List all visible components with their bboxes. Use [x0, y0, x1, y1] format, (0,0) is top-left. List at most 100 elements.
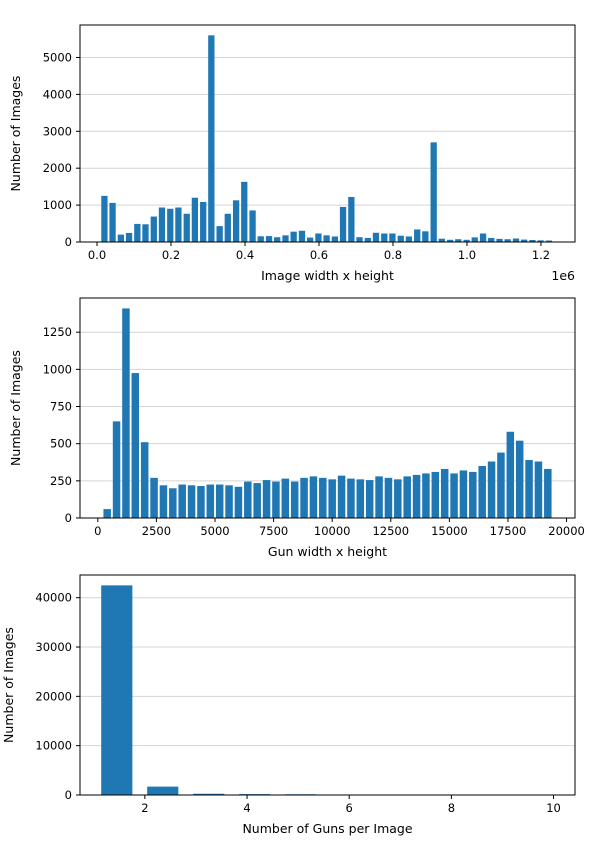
histogram-bar	[412, 474, 421, 518]
histogram-bar	[534, 461, 543, 518]
histogram-bar	[103, 509, 111, 518]
histogram-bar	[208, 35, 215, 242]
histogram-bar	[375, 476, 383, 518]
y-tick-label: 0	[65, 235, 72, 249]
histogram-bar	[488, 237, 495, 242]
y-tick-label: 0	[65, 788, 72, 802]
histogram-bar	[328, 479, 336, 518]
y-tick-label: 2000	[43, 161, 72, 175]
histogram-bar	[309, 476, 318, 518]
histogram-bar	[216, 226, 223, 242]
histogram-bar	[290, 231, 297, 242]
histogram-bar	[471, 237, 478, 242]
histogram-bar	[109, 202, 116, 242]
guns-per-image-histogram: 2 4 6 8 10 0 10000 20000 30000 40000 Number of Gun…	[1, 574, 576, 836]
histogram-bar	[193, 793, 225, 795]
y-tick-label: 3000	[43, 124, 72, 138]
histogram-bar	[331, 236, 339, 242]
x-tick-label: 1.2	[532, 248, 550, 262]
histogram-bar	[337, 475, 346, 518]
histogram-bar	[175, 207, 182, 242]
histogram-bar	[225, 485, 233, 518]
histogram-bar	[397, 235, 404, 242]
histogram-bar	[478, 465, 486, 518]
x-tick-label: 7500	[259, 524, 288, 538]
x-tick-label: 17500	[490, 524, 527, 538]
histogram-bar	[520, 239, 528, 242]
image-size-histogram: 0.0 0.2 0.4 0.6 0.8 1.0 1.2 0 1000 2000 3000 4000 50…	[8, 24, 576, 283]
histogram-bar	[394, 479, 402, 518]
histogram-bar	[450, 473, 458, 518]
x-tick-label: 1.0	[458, 248, 476, 262]
x-tick-label: 0.0	[88, 248, 106, 262]
x-tick-label: 6	[346, 801, 353, 815]
histogram-bar	[438, 238, 445, 242]
histogram-bar	[200, 201, 207, 242]
histogram-bar	[215, 484, 224, 518]
y-tick-label: 500	[50, 437, 72, 451]
histogram-bar	[506, 431, 515, 518]
x-tick-label: 20000	[548, 524, 585, 538]
x-tick-label: 15000	[431, 524, 468, 538]
histogram-bar	[479, 233, 487, 242]
histogram-bar	[515, 440, 524, 518]
histogram-bar	[249, 210, 256, 242]
x-axis-label: Image width x height	[261, 268, 394, 283]
histogram-bar	[487, 461, 496, 518]
histogram-bar	[372, 232, 380, 242]
histogram-bar	[323, 235, 330, 242]
histogram-bar	[140, 442, 149, 518]
histogram-bar	[101, 195, 108, 242]
y-axis-label: Number of Images	[8, 76, 23, 192]
histogram-bar	[101, 585, 133, 795]
histogram-bar	[319, 477, 327, 518]
histogram-bar	[525, 460, 533, 518]
y-tick-label: 10000	[35, 739, 72, 753]
x-tick-label: 0	[94, 524, 101, 538]
histogram-bar	[306, 237, 314, 242]
y-tick-label: 30000	[35, 640, 72, 654]
histogram-bar	[298, 230, 306, 242]
histogram-bar	[290, 481, 299, 518]
histogram-bar	[117, 234, 125, 242]
histogram-bar	[455, 239, 462, 242]
y-tick-label: 750	[50, 400, 72, 414]
histogram-bar	[403, 476, 411, 518]
histogram-bar	[348, 196, 355, 242]
histogram-bar	[497, 452, 505, 518]
x-axis-label: Number of Guns per Image	[242, 821, 412, 836]
histogram-bar	[159, 485, 168, 518]
histogram-bar	[112, 421, 121, 518]
histogram-bar	[253, 483, 261, 518]
histogram-bar	[447, 239, 454, 242]
x-tick-label: 0.4	[236, 248, 254, 262]
x-tick-label: 4	[243, 801, 250, 815]
histogram-bar	[384, 477, 393, 518]
y-tick-label: 1000	[43, 362, 72, 376]
histogram-bar	[469, 471, 477, 518]
histogram-bar	[422, 473, 430, 518]
histogram-bar	[191, 197, 199, 242]
histogram-bar	[178, 484, 186, 518]
x-tick-label: 12500	[372, 524, 409, 538]
x-tick-label: 10000	[314, 524, 351, 538]
gun-size-histogram: 0 2500 5000 7500 10000 12500 15000 17500 20000 0 2…	[8, 297, 585, 559]
plot-border	[79, 24, 576, 243]
histogram-bar	[463, 239, 470, 242]
histogram-bar	[206, 484, 215, 518]
histogram-bar	[147, 786, 179, 795]
y-tick-label: 20000	[35, 689, 72, 703]
histogram-bar	[496, 238, 503, 242]
x-axis-label: Gun width x height	[268, 544, 387, 559]
histogram-bar	[232, 200, 240, 242]
histogram-bar	[365, 480, 374, 518]
x-axis-offset-label: 1e6	[551, 268, 575, 283]
histogram-bar	[272, 481, 280, 518]
histogram-bar	[197, 486, 205, 518]
histogram-bar	[134, 223, 141, 242]
histogram-bar	[257, 236, 264, 242]
y-tick-label: 1000	[43, 198, 72, 212]
histogram-bar	[381, 233, 388, 242]
histogram-bar	[459, 470, 468, 518]
